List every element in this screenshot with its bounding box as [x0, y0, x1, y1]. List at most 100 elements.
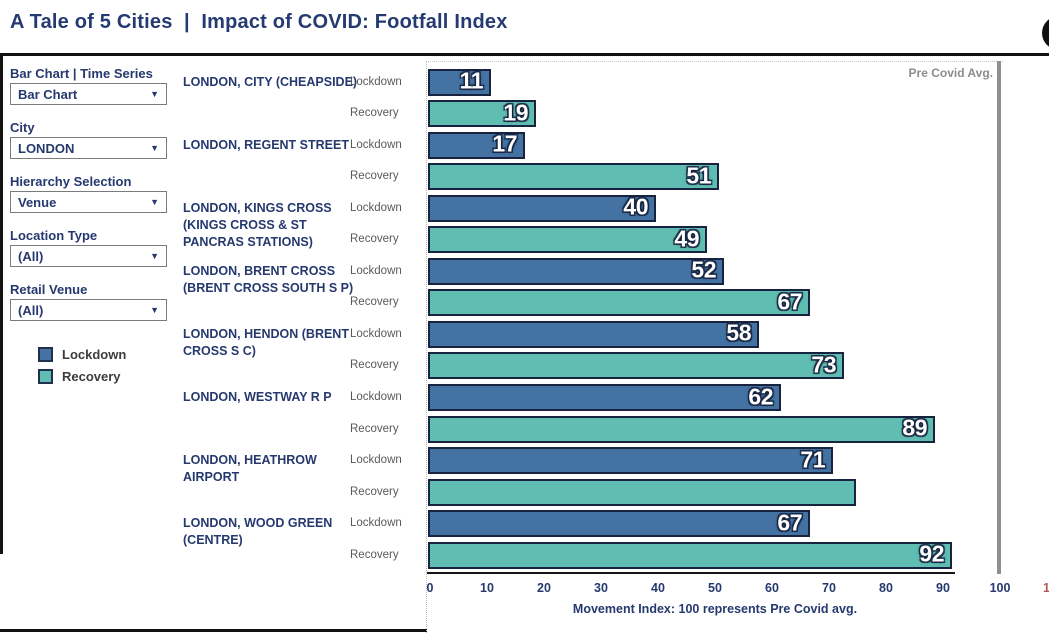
legend-item-recovery[interactable]: Recovery: [38, 369, 121, 384]
legend-swatch-icon: [38, 369, 53, 384]
lockdown-bar[interactable]: 71: [428, 446, 833, 475]
row-label-recovery: Recovery: [350, 296, 399, 309]
bar-value-label: 52: [691, 256, 716, 283]
dropdown-value: Venue: [18, 194, 57, 210]
dropdown-value: LONDON: [18, 140, 75, 156]
venue-label: LONDON, KINGS CROSS (KINGS CROSS & ST PA…: [183, 200, 332, 249]
row-label-recovery: Recovery: [350, 485, 399, 498]
x-tick-20: 20: [537, 581, 551, 595]
recovery-bar[interactable]: 73: [428, 351, 844, 380]
bar-value-label: 67: [777, 509, 802, 536]
lockdown-bar[interactable]: 67: [428, 509, 810, 538]
x-tick-90: 90: [936, 581, 950, 595]
filter-dropdown-bar-chart-time-series[interactable]: Bar Chart ▼: [10, 83, 167, 105]
x-tick-0: 0: [426, 581, 434, 595]
venue-label: LONDON, WESTWAY R P: [183, 390, 332, 404]
bar-value-label: 67: [777, 288, 802, 315]
row-label-lockdown: Lockdown: [350, 517, 402, 530]
lockdown-bar[interactable]: 62: [428, 382, 781, 411]
lockdown-bar[interactable]: 58: [428, 319, 759, 348]
sidebar-left-divider: [0, 56, 3, 554]
row-label-recovery: Recovery: [350, 170, 399, 183]
zero-axis-line: [426, 61, 427, 633]
recovery-bar[interactable]: 49: [428, 225, 707, 254]
lockdown-bar[interactable]: 17: [428, 130, 525, 159]
pre-covid-reference-line: [997, 61, 1001, 574]
row-label-recovery: Recovery: [350, 359, 399, 372]
bar-value-label: 92: [919, 540, 944, 567]
bar-value-label: 40: [623, 193, 648, 220]
filter-label: Retail Venue: [10, 282, 88, 297]
bar-value-label: 73: [811, 351, 836, 378]
venue-label: LONDON, REGENT STREET: [183, 137, 349, 152]
row-label-lockdown: Lockdown: [350, 264, 402, 277]
recovery-bar[interactable]: 67: [428, 288, 810, 317]
filter-label: Bar Chart | Time Series: [10, 66, 153, 81]
legend-item-lockdown[interactable]: Lockdown: [38, 347, 126, 362]
filter-dropdown-retail-venue[interactable]: (All) ▼: [10, 299, 167, 321]
lockdown-bar[interactable]: 40: [428, 193, 656, 222]
filter-dropdown-location-type[interactable]: (All) ▼: [10, 245, 167, 267]
row-label-recovery: Recovery: [350, 548, 399, 561]
x-tick-30: 30: [594, 581, 608, 595]
pre-covid-reference-label: Pre Covid Avg.: [908, 66, 993, 80]
recovery-bar[interactable]: [428, 478, 856, 506]
recovery-bar[interactable]: 92: [428, 540, 952, 569]
x-tick-60: 60: [765, 581, 779, 595]
bar-value-label: 11: [459, 67, 484, 94]
filter-dropdown-hierarchy-selection[interactable]: Venue ▼: [10, 191, 167, 213]
venue-label: LONDON, HEATHROW AIRPORT: [183, 453, 317, 485]
venue-label: LONDON, CITY (CHEAPSIDE): [183, 74, 358, 89]
recovery-bar[interactable]: 89: [428, 414, 935, 443]
x-axis-line: [427, 572, 955, 574]
legend-label: Lockdown: [62, 347, 127, 362]
x-tick-80: 80: [879, 581, 893, 595]
bar-value-label: 51: [686, 162, 711, 189]
dropdown-value: (All): [18, 248, 44, 264]
venue-label: LONDON, HENDON (BRENT CROSS S C): [183, 326, 349, 358]
chevron-down-icon: ▼: [150, 143, 159, 153]
x-tick-40: 40: [651, 581, 665, 595]
bar-value-label: 62: [748, 382, 773, 409]
recovery-bar[interactable]: 51: [428, 162, 719, 191]
bottom-divider: [0, 629, 427, 632]
legend-swatch-icon: [38, 347, 53, 362]
plot-top-border: [426, 61, 1003, 62]
lockdown-bar[interactable]: 11: [428, 67, 491, 96]
dropdown-value: (All): [18, 302, 44, 318]
bar-value-label: 58: [726, 319, 751, 346]
filter-dropdown-city[interactable]: LONDON ▼: [10, 137, 167, 159]
x-tick-50: 50: [708, 581, 722, 595]
x-tick-10: 10: [480, 581, 494, 595]
x-tick-70: 70: [822, 581, 836, 595]
clipped-right-tick: 1: [1043, 581, 1049, 595]
recovery-bar[interactable]: 19: [428, 98, 536, 128]
row-label-recovery: Recovery: [350, 233, 399, 246]
filter-label: City: [10, 120, 35, 135]
row-label-lockdown: Lockdown: [350, 201, 402, 214]
bar-value-label: 89: [902, 414, 927, 441]
logo-icon: [1042, 16, 1049, 50]
chevron-down-icon: ▼: [150, 89, 159, 99]
row-label-lockdown: Lockdown: [350, 391, 402, 403]
row-label-recovery: Recovery: [350, 422, 399, 435]
row-label-lockdown: Lockdown: [350, 75, 402, 88]
venue-label: LONDON, BRENT CROSS (BRENT CROSS SOUTH S…: [183, 263, 354, 295]
row-label-recovery: Recovery: [350, 107, 399, 120]
chevron-down-icon: ▼: [150, 197, 159, 207]
row-label-lockdown: Lockdown: [350, 138, 402, 151]
legend-label: Recovery: [62, 369, 121, 384]
chevron-down-icon: ▼: [150, 305, 159, 315]
x-tick-100: 100: [989, 581, 1011, 595]
dropdown-value: Bar Chart: [18, 86, 78, 102]
bar-value-label: 19: [503, 98, 528, 125]
venue-label: LONDON, WOOD GREEN (CENTRE): [183, 516, 333, 548]
bar-value-label: 49: [674, 225, 699, 252]
page-title: A Tale of 5 Cities | Impact of COVID: Fo…: [10, 11, 508, 33]
filter-label: Hierarchy Selection: [10, 174, 132, 189]
bar-value-label: 71: [800, 446, 825, 473]
bar-value-label: 17: [492, 130, 517, 157]
lockdown-bar[interactable]: 52: [428, 256, 724, 285]
row-label-lockdown: Lockdown: [350, 327, 402, 340]
